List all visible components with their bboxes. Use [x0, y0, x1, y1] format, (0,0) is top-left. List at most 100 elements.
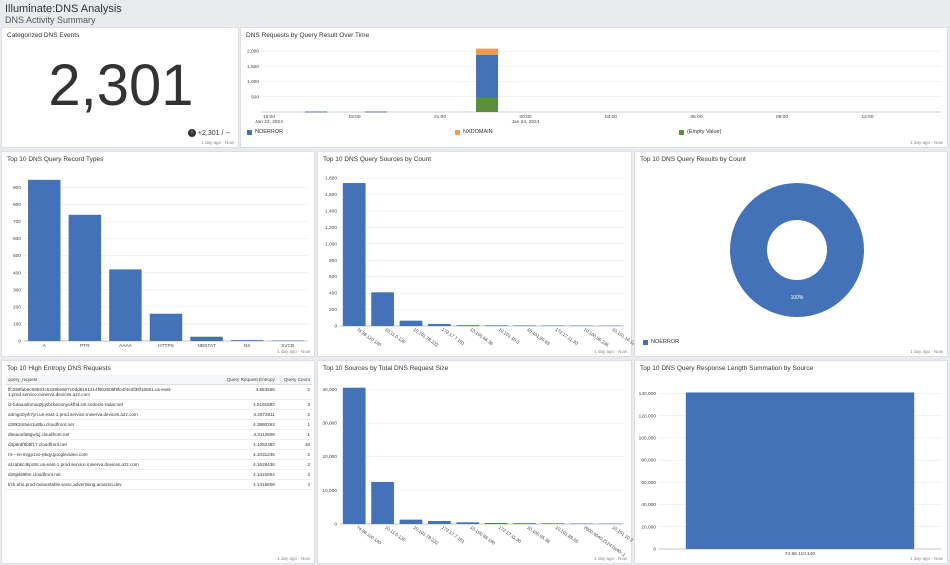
x-tick-label: 172.17.7.181: [441, 327, 466, 347]
table-row[interactable]: ffc259fabec69b63c5329be8e7c0dd8151314f90…: [6, 384, 312, 400]
legend-swatch: [643, 339, 648, 345]
column-header-query-request[interactable]: query_request: [6, 375, 216, 385]
bar-segment: [305, 111, 328, 113]
cell-entropy: 4.553565: [216, 384, 277, 400]
panel-title: DNS Requests by Query Result Over Time: [246, 32, 370, 39]
column-header-entropy[interactable]: Query Request Entropy: [216, 375, 277, 385]
table-row[interactable]: a1rabkc4kpc9c.us-east-1.prod.service.min…: [6, 459, 312, 470]
y-tick-label: 800: [329, 258, 337, 264]
table-row[interactable]: d38k2m5eo1u8bu.cloudfront.net 4.3860262 1: [6, 419, 312, 430]
x-tick-label: 10.101.10.3: [498, 327, 521, 345]
y-tick-label: 600: [13, 236, 21, 242]
cell-count: 4: [276, 479, 312, 490]
y-tick-label: 800: [13, 202, 21, 208]
y-tick-label: 120,000: [639, 413, 657, 419]
entropy-table: query_request Query Request Entropy Quer…: [6, 375, 312, 490]
pie-slice: [730, 182, 864, 318]
panel-title: Categorized DNS Events: [7, 32, 80, 39]
cell-count: 1: [276, 429, 312, 440]
bar: [570, 523, 593, 524]
panel-requests-over-time[interactable]: DNS Requests by Query Result Over Time 5…: [240, 27, 948, 148]
y-tick-label: 0: [18, 339, 21, 345]
bar: [428, 323, 451, 326]
cell-query-request: trck.aho.prod-noiuentable.wosc.advertisi…: [6, 479, 216, 490]
cell-query-request: a3mgo0yih7yn.us-east-1.prod.service.mine…: [6, 409, 216, 420]
panel-high-entropy[interactable]: Top 10 High Entropy DNS Requests query_r…: [1, 360, 315, 564]
table-row[interactable]: r4---sn-8vgp1vo-p5qy.googlevideo.com 4.10…: [6, 449, 312, 460]
x-tick-label: 10.101.78.232: [412, 525, 439, 546]
y-tick-label: 0: [334, 522, 337, 528]
y-tick-label: 30,000: [322, 421, 337, 427]
y-tick-label: 1,500: [247, 64, 259, 70]
bar: [149, 313, 183, 341]
y-tick-label: 900: [13, 185, 21, 191]
y-tick-label: 0: [653, 547, 656, 553]
y-tick-label: 200: [13, 304, 21, 310]
event-delta: ↑ +2,301 / --: [187, 129, 230, 137]
x-tick-label: 10.101.78.232: [412, 327, 439, 348]
legend-item-noerror[interactable]: NOERROR: [643, 339, 679, 345]
table-row[interactable]: d5eaoofa9gwl1j.cloudfront.net 4.3112608 1: [6, 429, 312, 440]
dashboard-header: Illuminate:DNS Analysis DNS Activity Sum…: [0, 0, 950, 26]
bar: [371, 292, 394, 326]
bar: [371, 481, 394, 524]
x-tick-label: 18:00: [348, 114, 360, 120]
panel-time-range: 1 day ago - Now: [594, 556, 627, 561]
y-tick-label: 1,600: [325, 192, 337, 198]
x-tick-label: 06:00: [690, 114, 702, 120]
x-tick-label: 09:00: [776, 114, 788, 120]
cell-entropy: 4.3860262: [216, 419, 277, 430]
legend-item-empty-value[interactable]: (Empty Value): [679, 129, 721, 135]
event-delta-value: +2,301 / --: [197, 129, 230, 137]
x-tick-label: AAAA: [119, 343, 133, 349]
table-row[interactable]: d3p8rdf8b8f17.cloudfront.net 4.1052383 18: [6, 439, 312, 450]
legend-swatch: [455, 129, 460, 135]
x-tick-label: 10.101.89.65: [526, 327, 551, 347]
y-tick-label: 60,000: [641, 480, 656, 486]
legend-swatch: [247, 129, 252, 135]
x-tick-label: 10.11.0.130: [384, 327, 407, 345]
x-tick-label: 74.96.110.140: [356, 525, 383, 546]
panel-categorized-events[interactable]: Categorized DNS Events 2,301 ↑ +2,301 / …: [1, 27, 239, 148]
table-row[interactable]: a3mgo0yih7yn.us-east-1.prod.service.mine…: [6, 409, 312, 420]
x-tick-label: 172.17.7.181: [441, 525, 466, 545]
y-tick-label: 2,000: [247, 49, 259, 55]
cell-entropy: 4.4072811: [216, 409, 277, 420]
panel-response-length[interactable]: Top 10 DNS Query Response Length Summati…: [634, 360, 948, 564]
panel-query-results[interactable]: Top 10 DNS Query Results by Count 100% N…: [634, 151, 948, 357]
x-tick-label: HTTPS: [158, 343, 174, 349]
cell-entropy: 4.1626436: [216, 459, 277, 470]
panel-time-range: 1 day ago - Now: [910, 556, 943, 561]
bar: [484, 325, 508, 326]
x-tick-label: 21:00: [434, 114, 446, 120]
x-tick-label: 00:00: [519, 114, 531, 120]
bar: [342, 387, 366, 524]
cell-entropy: 4.1031245: [216, 449, 277, 460]
legend-item-nxdomain[interactable]: NXDOMAIN: [455, 129, 493, 135]
cell-entropy: 4.1052383: [216, 439, 277, 450]
panel-request-size[interactable]: Top 10 Sources by Total DNS Request Size…: [317, 360, 634, 564]
bar: [399, 320, 423, 326]
cell-query-request: d28jel59ltm.cloudfront.net: [6, 469, 216, 480]
table-row[interactable]: i2-futauadnmxq0jqsbzbeoonyokfhd.init.ced…: [6, 399, 312, 410]
bar: [685, 392, 915, 549]
panel-sources-by-count[interactable]: Top 10 DNS Query Sources by Count 0 200 40…: [317, 151, 639, 357]
cell-query-request: ffc259fabec69b63c5329be8e7c0dd8151314f90…: [6, 384, 216, 400]
bar: [342, 183, 366, 326]
x-tick-label: 15:00: [263, 114, 275, 120]
table-row[interactable]: trck.aho.prod-noiuentable.wosc.advertisi…: [6, 479, 312, 490]
dashboard-subtitle: DNS Activity Summary: [5, 15, 96, 25]
table-row[interactable]: d28jel59ltm.cloudfront.net 4.1422654 4: [6, 469, 312, 480]
column-header-count[interactable]: Query Count: [276, 375, 312, 385]
panel-record-types[interactable]: Top 10 DNS Query Record Types 0 100 200 300…: [1, 151, 315, 357]
x-tick-label: 10.101.89.65: [554, 525, 579, 545]
y-tick-label: 10,000: [322, 488, 337, 494]
y-tick-label: 1,000: [247, 79, 259, 85]
panel-title: Top 10 DNS Query Results by Count: [640, 156, 746, 163]
chart-response-length: 0 20,000 40,000 60,000 80,000 100,000 120,000 1…: [639, 391, 941, 557]
legend-item-noerror[interactable]: NOERROR: [247, 129, 283, 135]
bar-segment: [476, 54, 499, 98]
legend-label: NXDOMAIN: [463, 129, 493, 135]
x-tick-sublabel: Jan 23, 2024: [255, 119, 283, 125]
panel-time-range: 1 day ago - Now: [910, 349, 943, 354]
